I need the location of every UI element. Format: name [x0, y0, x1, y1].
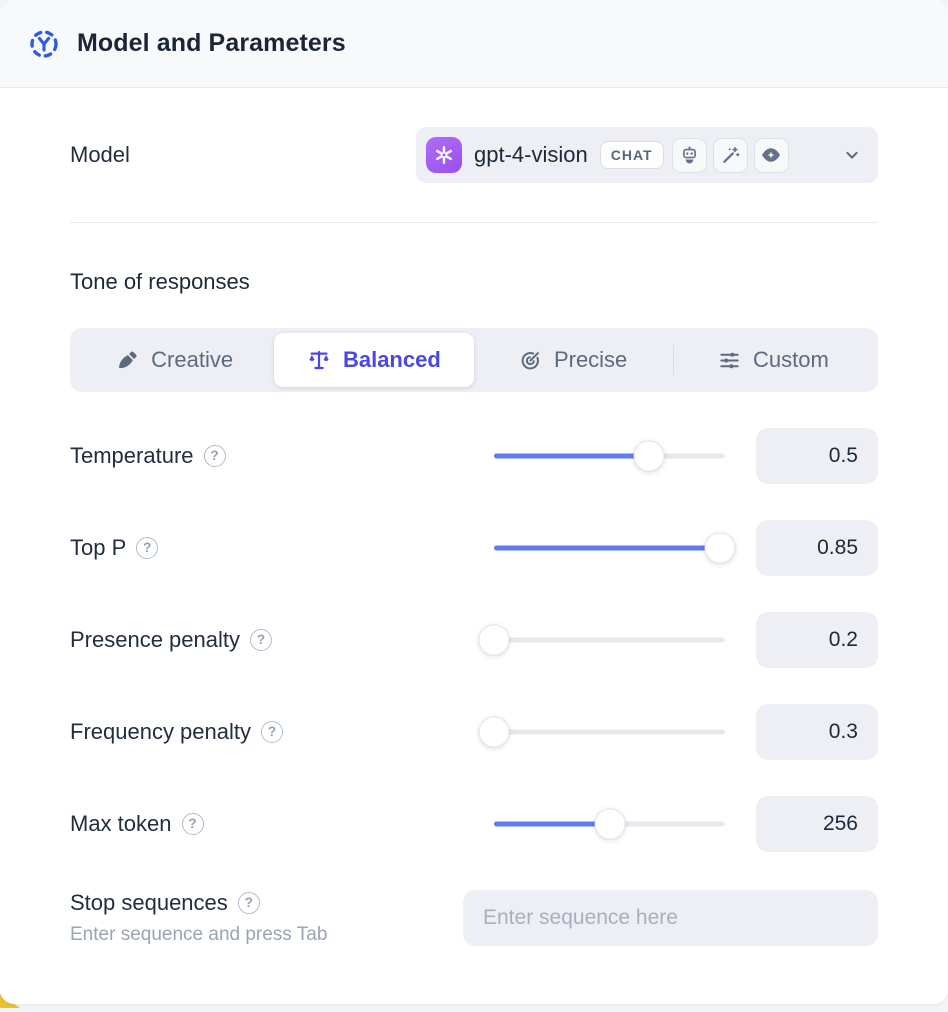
- tab-label: Creative: [151, 347, 234, 372]
- frequency-penalty-value[interactable]: 0.3: [756, 704, 878, 760]
- param-label: Max token: [70, 811, 172, 836]
- stop-sequences-hint: Enter sequence and press Tab: [70, 924, 328, 945]
- help-icon[interactable]: ?: [203, 445, 226, 467]
- frequency-penalty-slider[interactable]: [478, 715, 725, 749]
- stop-sequences-label: Stop sequences: [70, 890, 228, 915]
- help-icon[interactable]: ?: [136, 537, 159, 559]
- model-select-dropdown[interactable]: gpt-4-vision CHAT: [416, 127, 878, 183]
- max-token-slider[interactable]: [494, 807, 725, 841]
- selected-model-name: gpt-4-vision: [474, 142, 588, 167]
- param-row-temperature: Temperature ? 0.5: [70, 428, 878, 484]
- param-label: Temperature: [70, 443, 194, 468]
- capability-badges: [671, 137, 789, 173]
- slider-track: [494, 729, 725, 735]
- stop-sequences-row: Stop sequences ? Enter sequence and pres…: [70, 890, 878, 946]
- help-icon[interactable]: ?: [261, 721, 283, 743]
- slider-thumb[interactable]: [633, 440, 665, 472]
- top-p-value[interactable]: 0.85: [756, 520, 878, 576]
- sliders-icon: [718, 349, 741, 372]
- presence-penalty-slider[interactable]: [478, 623, 725, 657]
- robot-icon: [671, 137, 707, 173]
- slider-thumb[interactable]: [478, 716, 510, 748]
- temperature-slider[interactable]: [494, 439, 725, 473]
- param-row-frequency-penalty: Frequency penalty ? 0.3: [70, 704, 878, 760]
- chat-type-badge: CHAT: [599, 141, 664, 169]
- tab-label: Custom: [752, 347, 829, 372]
- temperature-value[interactable]: 0.5: [756, 428, 878, 484]
- param-label: Frequency penalty: [70, 719, 251, 744]
- slider-track: [494, 637, 725, 643]
- model-row: Model gpt-4-vision CHAT: [70, 127, 878, 183]
- vision-eye-icon: [753, 137, 789, 173]
- tone-heading: Tone of responses: [70, 269, 250, 294]
- panel-header: Model and Parameters: [0, 0, 948, 88]
- section-divider: [70, 222, 878, 223]
- help-icon[interactable]: ?: [237, 892, 260, 914]
- param-row-top-p: Top P ? 0.85: [70, 520, 878, 576]
- slider-thumb[interactable]: [704, 532, 736, 564]
- tab-creative[interactable]: Creative: [75, 333, 274, 387]
- param-row-max-token: Max token ? 256: [70, 796, 878, 852]
- tab-custom[interactable]: Custom: [674, 333, 873, 387]
- slider-thumb[interactable]: [594, 808, 625, 840]
- help-icon[interactable]: ?: [250, 629, 272, 651]
- tab-balanced[interactable]: Balanced: [274, 333, 474, 387]
- tab-label: Balanced: [342, 347, 441, 372]
- magic-wand-icon: [712, 137, 748, 173]
- max-token-value[interactable]: 256: [756, 796, 878, 852]
- tab-label: Precise: [553, 347, 628, 372]
- model-hub-icon: [28, 28, 60, 60]
- tab-precise[interactable]: Precise: [474, 333, 673, 387]
- slider-thumb[interactable]: [478, 624, 510, 656]
- paintbrush-icon: [116, 349, 139, 372]
- slider-fill: [494, 453, 649, 459]
- top-p-slider[interactable]: [494, 531, 736, 565]
- balance-scale-icon: [307, 348, 331, 372]
- openai-logo-icon: [426, 137, 462, 173]
- param-label: Top P: [70, 535, 127, 560]
- target-icon: [519, 349, 542, 372]
- chevron-down-icon: [842, 145, 862, 165]
- tone-tabbar: Creative Balanced: [70, 328, 878, 392]
- slider-fill: [494, 821, 610, 827]
- tab-separator: [672, 345, 674, 375]
- panel-title: Model and Parameters: [77, 29, 346, 57]
- param-row-presence-penalty: Presence penalty ? 0.2: [70, 612, 878, 668]
- stop-sequence-input[interactable]: [463, 890, 878, 946]
- presence-penalty-value[interactable]: 0.2: [756, 612, 878, 668]
- param-label: Presence penalty: [70, 627, 240, 652]
- slider-fill: [494, 545, 721, 551]
- model-label: Model: [70, 142, 130, 167]
- help-icon[interactable]: ?: [181, 813, 204, 835]
